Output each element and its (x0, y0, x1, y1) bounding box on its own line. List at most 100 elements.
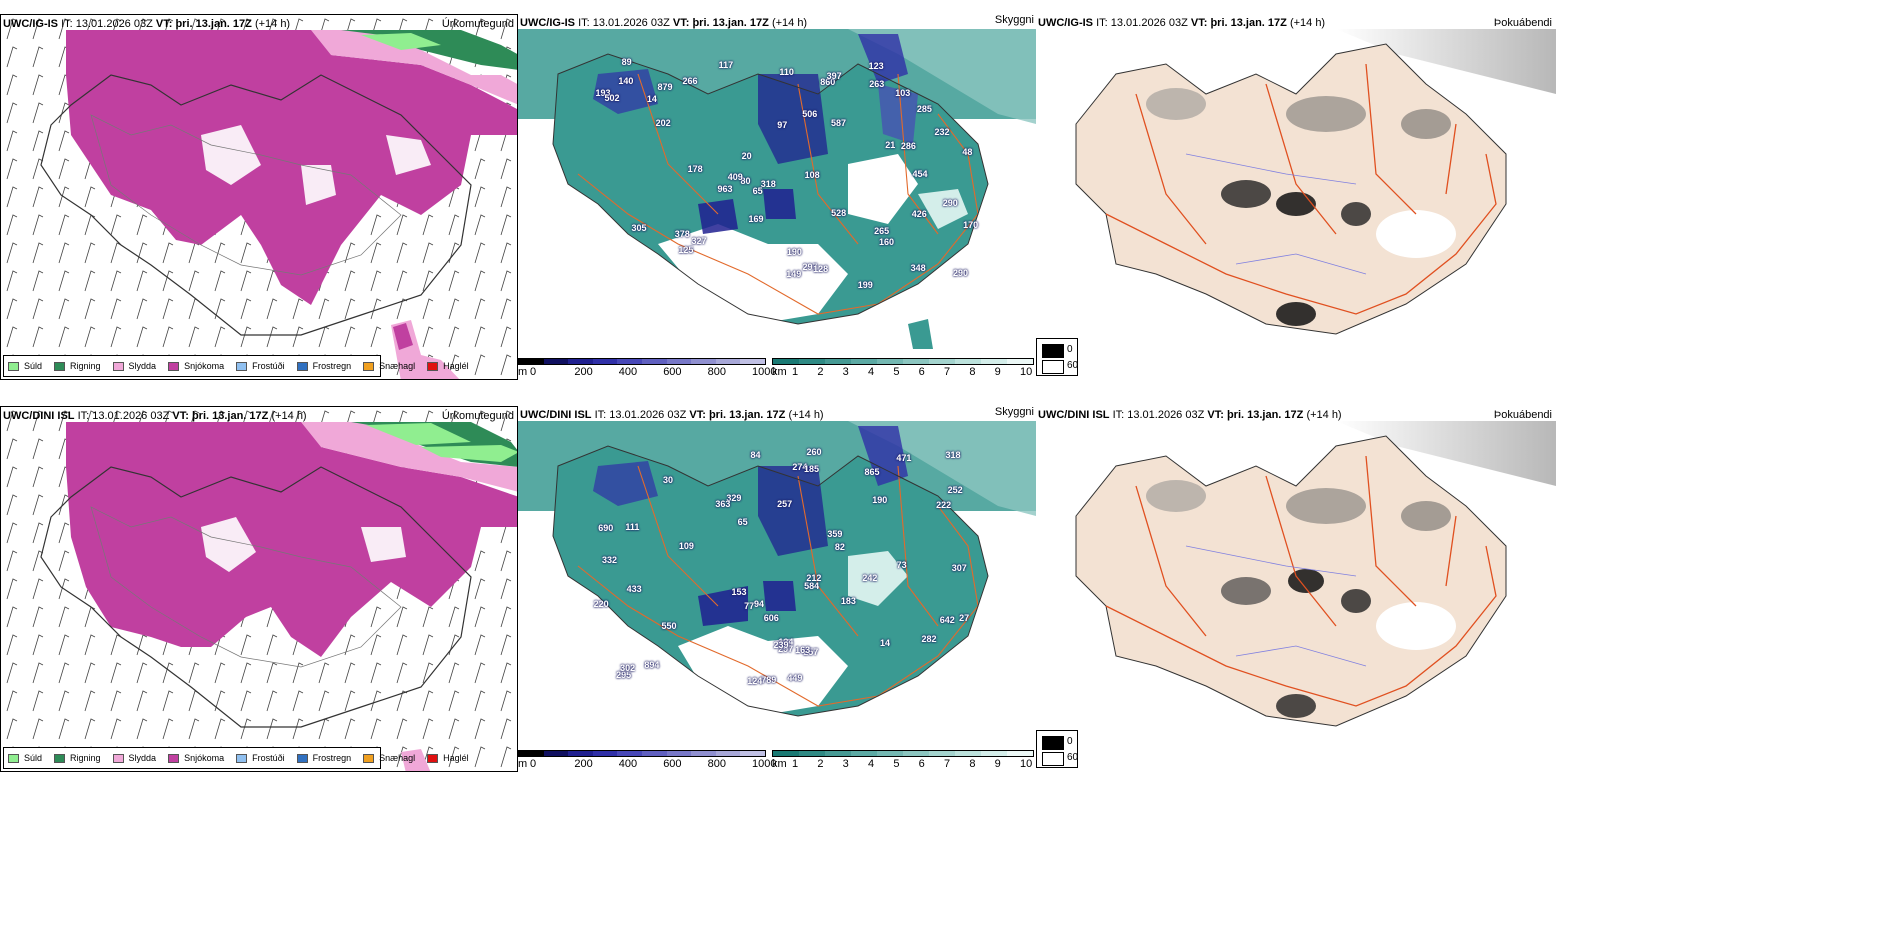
ceiling-label: 89 (621, 57, 632, 68)
colorbar-tick: 9 (994, 366, 1001, 378)
ceiling-label: 103 (895, 87, 911, 98)
legend-swatch (168, 361, 180, 371)
ceiling-label: 329 (726, 492, 742, 503)
colorbar-swatch (903, 751, 929, 756)
colorbar-tick: 1000 (752, 758, 777, 770)
ceiling-label: 149 (786, 269, 802, 280)
colorbar-tick: 5 (893, 758, 900, 770)
ceiling-label: 242 (862, 573, 878, 584)
panel-name: Skyggni (994, 406, 1034, 418)
colorbar-tick: 1 (792, 758, 799, 770)
fog-legend: 0 60 (1036, 730, 1078, 768)
ceiling-label: 290 (953, 268, 969, 279)
precip-type-map-row1 (1, 15, 517, 379)
legend-item: Rigning (54, 361, 101, 371)
colorbar-swatch (519, 751, 544, 756)
legend-item: Slydda (112, 753, 156, 763)
ceiling-label: 318 (760, 178, 776, 189)
colorbar-tick: 600 (663, 366, 682, 378)
colorbar-swatch (955, 751, 981, 756)
ceiling-label: 14 (646, 94, 657, 105)
ceiling-label: 257 (777, 498, 793, 509)
ceiling-label: 860 (820, 76, 836, 87)
ceiling-label: 94 (754, 598, 765, 609)
legend-label: Frostúði (252, 361, 285, 371)
ceiling-label: 153 (731, 586, 747, 597)
ceiling-label: 550 (661, 621, 677, 632)
ceiling-label: 295 (616, 669, 632, 680)
ceiling-label: 193 (595, 87, 611, 98)
legend-item: Frostregn (296, 361, 351, 371)
colorbar-swatch (543, 359, 569, 364)
colorbar-tick: 400 (618, 366, 638, 378)
ceiling-label: 110 (779, 67, 794, 78)
colorbar-swatch (981, 751, 1007, 756)
legend-item: Haglél (427, 753, 469, 763)
fog-swatch-60 (1042, 752, 1064, 766)
ceiling-label: 160 (879, 237, 895, 248)
fog-swatch-60 (1042, 360, 1064, 374)
legend-swatch (427, 361, 439, 371)
ceiling-label: 274 (792, 461, 808, 472)
panel-title: UWC/DINI ISL IT: 13.01.2026 03Z VT: þri.… (520, 409, 824, 421)
ceiling-label: 690 (598, 522, 614, 533)
colorbar-tick: 800 (707, 366, 726, 378)
ceiling-label: 123 (868, 60, 884, 71)
ceiling-label: 178 (687, 163, 703, 174)
ceiling-label: 257 (803, 646, 819, 657)
colorbar-swatch (715, 359, 741, 364)
ceiling-label: 606 (763, 613, 779, 624)
snow-area-row1 (66, 30, 517, 305)
ceiling-label: 97 (777, 120, 788, 131)
fog-panel-row2: UWC/DINI ISL IT: 13.01.2026 03Z VT: þri.… (1036, 406, 1556, 772)
colorbar-tick: 2 (817, 758, 824, 770)
ceiling-label: 65 (752, 186, 763, 197)
colorbar-tick: 8 (969, 758, 976, 770)
legend-swatch (8, 753, 19, 763)
ceiling-label: 332 (602, 555, 618, 566)
ceiling-label: 426 (911, 209, 927, 220)
legend-label: Rigning (70, 753, 101, 763)
legend-item: Snæhagl (363, 361, 415, 371)
colorbar-swatch (568, 359, 593, 364)
panel-name: Úrkomutegund (441, 410, 514, 422)
legend-item: Frostregn (296, 753, 351, 763)
legend-label: Snæhagl (379, 361, 416, 371)
ceiling-label: 454 (912, 169, 928, 180)
ceiling-label: 109 (678, 540, 694, 551)
colorbar-swatch (825, 751, 851, 756)
precip-legend: Súld Rigning Slydda Snjókoma Frostúði Frostre… (3, 747, 469, 769)
colorbar-tick: 9 (994, 758, 1001, 770)
colorbar-swatch (981, 359, 1007, 364)
ceiling-label: 307 (951, 562, 967, 573)
precip-type-map-row2 (1, 407, 517, 771)
ceiling-label: 290 (942, 197, 958, 208)
colorbar-tick: 7 (944, 758, 951, 770)
legend-label: Snæhagl (379, 753, 416, 763)
colorbar-tick: 200 (574, 366, 593, 378)
vis_bar-strip (772, 358, 1034, 365)
colorbar-swatch (641, 751, 667, 756)
ceiling-label: 128 (813, 264, 829, 275)
colorbar-swatch (592, 359, 618, 364)
legend-swatch (54, 753, 66, 763)
colorbar-swatch (617, 359, 642, 364)
ceiling-label: 318 (945, 450, 961, 461)
panel-name: Þokuábendi (1493, 17, 1552, 29)
ceiling-label: 297 (778, 643, 794, 654)
fog-map-row1 (1075, 29, 1556, 335)
colorbar-unit: m (518, 366, 528, 378)
colorbar-swatch (592, 751, 618, 756)
legend-swatch (8, 361, 19, 371)
ceiling-colorbar: m 0 200 400 600 800 1000 (518, 750, 776, 772)
legend-label: Rigning (70, 361, 101, 371)
colorbar-tick: 4 (868, 758, 875, 770)
colorbar-swatch (877, 359, 903, 364)
fog-map-row2 (1075, 421, 1556, 727)
colorbar-swatch (666, 751, 692, 756)
precip-type-panel-row2: UWC/DINI ISL IT: 13.01.2026 03Z VT: þri.… (0, 406, 518, 772)
ceiling-label: 302 (620, 662, 636, 673)
ceiling-label: 220 (593, 598, 609, 609)
fog-label-60: 60 (1067, 360, 1079, 371)
colorbar-swatch (1007, 359, 1033, 364)
